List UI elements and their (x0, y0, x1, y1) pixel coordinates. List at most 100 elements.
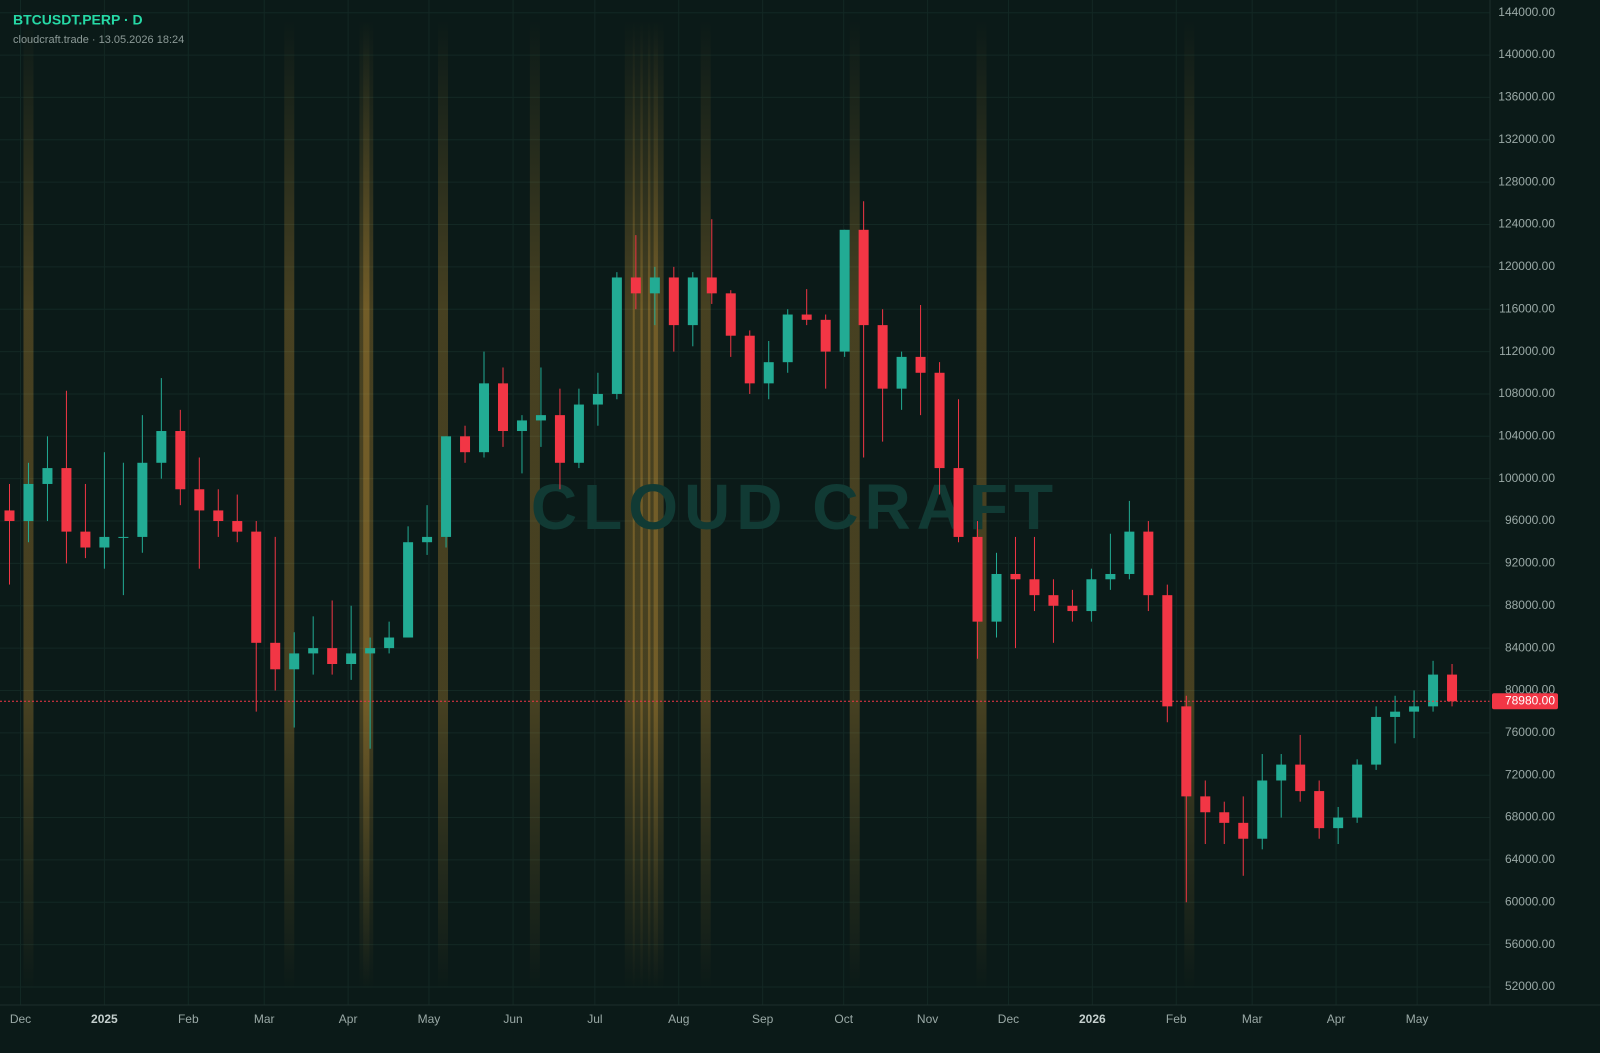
candle-body (289, 653, 300, 670)
highlight-band (529, 20, 540, 990)
candle-body (1200, 796, 1211, 813)
candle-body (1124, 531, 1135, 574)
x-tick-label: Mar (254, 1012, 275, 1026)
y-tick-label: 132000.00 (1498, 132, 1555, 146)
highlight-band (700, 20, 711, 990)
y-tick-label: 88000.00 (1505, 598, 1555, 612)
candle-body (1428, 674, 1439, 707)
highlight-band (624, 20, 635, 990)
y-tick-label: 124000.00 (1498, 217, 1555, 231)
candle-body (42, 468, 53, 484)
candle-body (270, 642, 281, 670)
candle-body (175, 431, 186, 490)
y-tick-label: 108000.00 (1498, 386, 1555, 400)
y-tick-label: 56000.00 (1505, 937, 1555, 951)
y-tick-label: 68000.00 (1505, 810, 1555, 824)
candle-body (801, 314, 812, 320)
candle-body (1390, 711, 1401, 717)
candle-body (479, 383, 490, 453)
candle-body (554, 415, 565, 463)
highlight-band (363, 20, 374, 990)
y-tick-label: 64000.00 (1505, 852, 1555, 866)
highlight-band (653, 20, 664, 990)
y-tick-label: 100000.00 (1498, 471, 1555, 485)
y-tick-label: 112000.00 (1499, 344, 1555, 358)
x-tick-label: Feb (1166, 1012, 1187, 1026)
candle-body (156, 431, 167, 463)
y-tick-label: 60000.00 (1505, 894, 1555, 908)
candle-body (213, 510, 224, 522)
candle-body (763, 362, 774, 384)
candle-body (573, 404, 584, 463)
x-tick-label: Mar (1242, 1012, 1263, 1026)
candle-body (668, 277, 679, 326)
candle-body (877, 325, 888, 389)
highlight-band (640, 20, 651, 990)
y-tick-label: 80000.00 (1505, 683, 1555, 697)
candle-body (1086, 579, 1097, 612)
y-tick-label: 76000.00 (1505, 725, 1555, 739)
candle-body (194, 489, 205, 511)
candle-body (516, 420, 527, 432)
y-tick-label: 140000.00 (1498, 47, 1555, 61)
candle-body (782, 314, 793, 363)
candle-body (1257, 780, 1268, 839)
x-tick-label: Jun (503, 1012, 522, 1026)
candle-body (1067, 605, 1078, 612)
candle-body (1238, 822, 1249, 839)
highlight-band (647, 20, 658, 990)
candle-body (630, 277, 641, 294)
y-tick-label: 136000.00 (1498, 90, 1555, 104)
candle-body (1010, 573, 1021, 580)
candle-body (1029, 579, 1040, 596)
candle-body (1295, 764, 1306, 792)
candle-body (839, 229, 850, 352)
highlight-band (849, 20, 860, 990)
candle-body (384, 637, 395, 649)
candle-body (441, 436, 452, 537)
candle-body (896, 356, 907, 389)
candle-body (1048, 595, 1059, 606)
x-tick-label: Jul (587, 1012, 602, 1026)
highlight-band (632, 20, 643, 990)
candle-body (327, 648, 338, 664)
candle-body (535, 415, 546, 421)
y-tick-label: 92000.00 (1505, 556, 1555, 570)
candle-body (497, 383, 508, 432)
candle-body (80, 531, 91, 548)
candle-body (858, 229, 869, 326)
candle-body (4, 510, 15, 522)
candle-body (403, 542, 414, 638)
x-tick-label: Apr (339, 1012, 358, 1026)
candle-body (1371, 716, 1382, 765)
x-tick-label: Dec (10, 1012, 31, 1026)
y-tick-label: 104000.00 (1498, 428, 1555, 442)
x-tick-label: Oct (834, 1012, 853, 1026)
x-tick-label: Feb (178, 1012, 199, 1026)
y-tick-label: 52000.00 (1505, 979, 1555, 993)
x-tick-label: Apr (1327, 1012, 1346, 1026)
x-tick-label: Aug (668, 1012, 689, 1026)
y-tick-label: 96000.00 (1505, 513, 1555, 527)
candle-body (137, 462, 148, 537)
y-tick-label: 72000.00 (1505, 767, 1555, 781)
candle-body (915, 356, 926, 373)
x-tick-label: Nov (917, 1012, 938, 1026)
candle-body (1314, 791, 1325, 829)
candle-body (23, 483, 34, 522)
last-price-label: 78980.00 (1505, 693, 1555, 707)
candle-body (649, 277, 660, 294)
candle-body (1333, 817, 1344, 829)
last-price-tag (1492, 693, 1558, 710)
y-tick-label: 120000.00 (1498, 259, 1555, 273)
highlight-band (1184, 20, 1195, 990)
chart-subtitle: cloudcraft.trade · 13.05.2026 18:24 (13, 34, 184, 46)
candle-body (1162, 595, 1173, 707)
candle-body (972, 536, 983, 622)
candle-body (725, 293, 736, 336)
x-tick-label: May (418, 1012, 441, 1026)
candle-body (118, 536, 129, 538)
candle-body (1352, 764, 1363, 818)
highlight-band (284, 20, 295, 990)
